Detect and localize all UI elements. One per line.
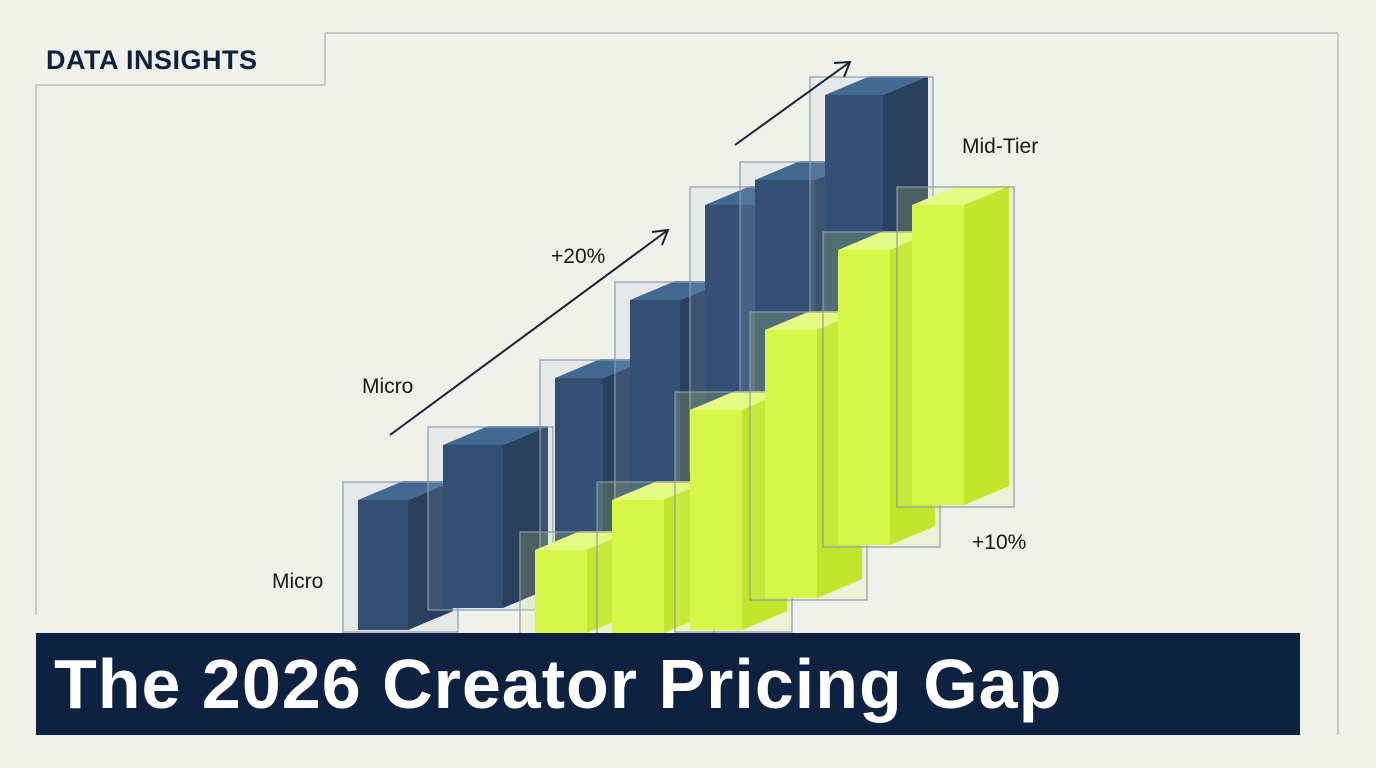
bar-face (342, 481, 459, 633)
bars (342, 76, 1015, 636)
bar-face (612, 481, 709, 500)
bar-face (838, 250, 890, 545)
bar-face (535, 550, 587, 633)
bar-face (535, 531, 632, 550)
bar-face (765, 330, 817, 598)
bar-face (765, 311, 862, 330)
arrows (389, 60, 852, 436)
bar-face (408, 481, 453, 630)
bar-face (555, 359, 648, 378)
bar-face (690, 391, 787, 410)
annotation: Micro (272, 570, 323, 593)
bar-face (825, 76, 928, 95)
bar-face (912, 186, 1009, 205)
annotation: +10% (972, 531, 1026, 554)
bar-face (964, 186, 1009, 505)
bar-face (838, 231, 935, 250)
frame (35, 32, 1339, 735)
annotation: Micro (362, 375, 413, 398)
bar-face (896, 186, 1015, 508)
bar-face (358, 481, 453, 500)
bar-face (912, 205, 964, 505)
bar-face (630, 281, 725, 300)
annotation: +20% (551, 245, 605, 268)
bar-face (427, 426, 554, 611)
bar-face (443, 426, 548, 445)
annotation: Mid-Tier (962, 135, 1038, 158)
bar-face (358, 500, 408, 630)
bar-face (443, 445, 503, 608)
bar-face (612, 500, 664, 633)
header-label: DATA INSIGHTS (46, 45, 258, 75)
bar-face (690, 410, 742, 630)
title: The 2026 Creator Pricing Gap (54, 645, 1062, 723)
title-banner (36, 633, 1300, 735)
